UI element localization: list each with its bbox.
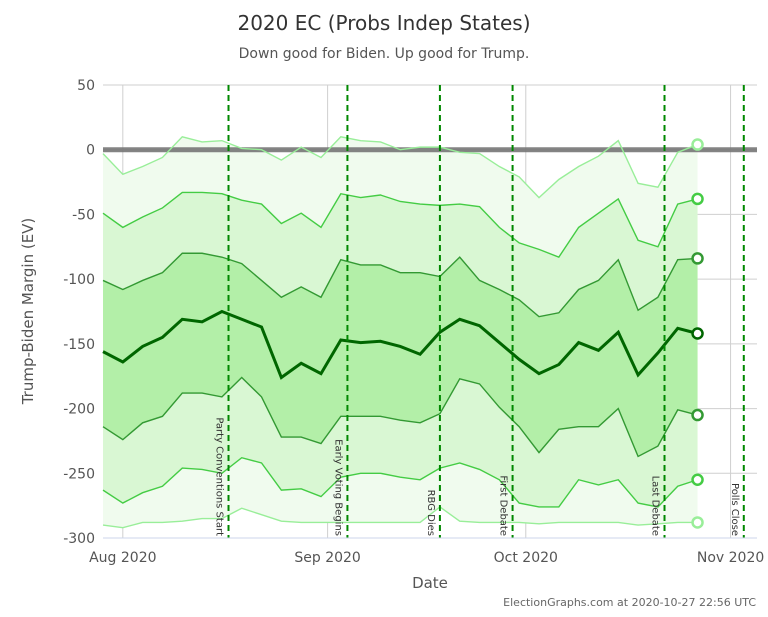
series-endpoint-median (691, 327, 704, 340)
series-line-lower1 (102, 376, 698, 458)
event-label: Polls Close (729, 483, 740, 536)
series-endpoint-upper2 (691, 192, 704, 206)
chart-subtitle: Down good for Biden. Up good for Trump. (239, 46, 530, 62)
x-tick-label: Aug 2020 (89, 550, 156, 566)
y-tick-label: -250 (63, 466, 95, 482)
series-endpoint-lower3 (691, 516, 704, 529)
series-endpoint-lower2 (691, 473, 704, 487)
y-tick-label: -300 (63, 531, 95, 547)
event-label: First Debate (498, 475, 509, 536)
y-tick-label: -200 (63, 402, 95, 418)
band-1-sigma (103, 253, 698, 457)
event-label: Party Conventions Start (214, 417, 225, 536)
series-endpoint-upper1 (691, 252, 704, 265)
series-line-upper3 (102, 135, 698, 199)
series-endpoint-upper3 (691, 138, 704, 151)
y-tick-label: -150 (63, 337, 95, 353)
y-axis-label: Trump-Biden Margin (EV) (19, 218, 37, 406)
series-line-lower3 (102, 506, 698, 529)
y-tick-label: -50 (72, 207, 95, 223)
x-tick-label: Oct 2020 (494, 550, 558, 566)
series-line-upper1 (102, 252, 698, 318)
series-endpoint-lower1 (691, 408, 704, 422)
series-line-lower2 (102, 456, 698, 508)
x-tick-label: Sep 2020 (294, 550, 360, 566)
series-line-upper2 (102, 191, 698, 258)
event-label: RBG Dies (425, 490, 436, 536)
x-tick-label: Nov 2020 (697, 550, 764, 566)
series-line-median (102, 309, 698, 380)
y-tick-label: -100 (63, 272, 95, 288)
event-label: Early Voting Begins (332, 439, 343, 536)
x-axis-label: Date (412, 574, 448, 592)
chart-title: 2020 EC (Probs Indep States) (237, 11, 530, 35)
y-tick-label: 50 (77, 78, 95, 94)
y-tick-label: 0 (86, 143, 95, 159)
credit-text: ElectionGraphs.com at 2020-10-27 22:56 U… (503, 596, 756, 609)
event-label: Last Debate (650, 476, 661, 536)
